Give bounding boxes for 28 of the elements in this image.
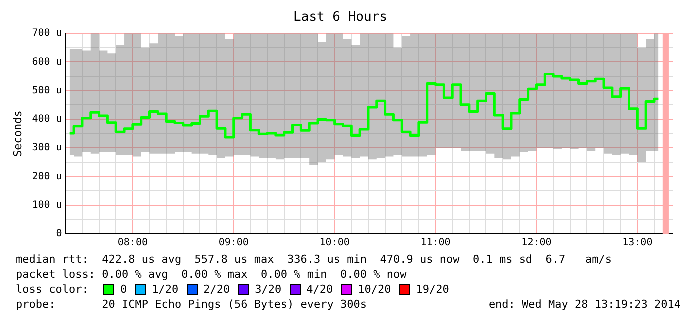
legend-title: loss color: [16, 282, 90, 297]
x-tick-label: 12:00 [522, 238, 552, 249]
text: packet loss: 0.00 % avg 0.00 % max 0.00 % min 0.00 % now [16, 267, 408, 282]
y-tick-label: 500 u [32, 85, 62, 96]
legend-label: 0 [120, 282, 128, 297]
text: probe: 20 ICMP Echo Pings (56 Bytes) every 300s [16, 297, 367, 312]
x-tick-label: 10:00 [320, 238, 350, 249]
chart-title: Last 6 Hours [294, 10, 388, 26]
y-tick-label: 400 u [32, 114, 62, 126]
text: median rtt: 422.8 us avg 557.8 us max 336.3 us min 470.9 us now 0.1 ms sd 6.7 am/s [16, 252, 614, 267]
legend-label: 3/20 [255, 282, 282, 297]
y-tick-label: 600 u [32, 56, 62, 68]
y-tick-label: 100 u [32, 200, 62, 211]
legend-label: 2/20 [204, 282, 230, 297]
legend-label: 10/20 [358, 282, 392, 297]
x-tick-label: 11:00 [420, 238, 451, 249]
x-tick-label: 08:00 [118, 238, 148, 249]
x-tick-label: 09:00 [218, 238, 249, 249]
legend-label: 4/20 [306, 282, 334, 297]
y-tick-label: 300 u [32, 142, 62, 154]
x-tick-label: 13:00 [622, 238, 653, 249]
legend-label: 19/20 [416, 282, 450, 297]
y-tick-label: 700 u [32, 28, 62, 40]
text: end: Wed May 28 13:19:23 2014 [488, 297, 681, 312]
legend-label: 1/20 [152, 282, 179, 297]
y-tick-label: 200 u [32, 171, 62, 182]
y-axis-title: Seconds [11, 110, 24, 157]
y-tick-label: 0 [56, 228, 62, 240]
